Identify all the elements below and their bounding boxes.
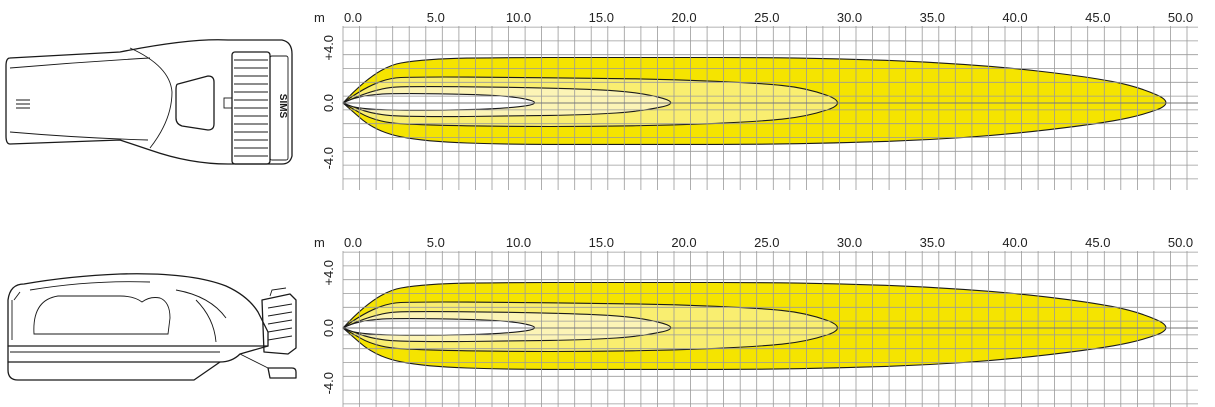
x-tick-label: 15.0 [589, 10, 614, 25]
x-tick-label: 50.0 [1168, 10, 1193, 25]
unit-label: m [314, 235, 325, 250]
y-tick-labels: +4.0 0.0 -4.0 [321, 35, 336, 169]
x-tick-label: 30.0 [837, 235, 862, 250]
x-tick-label: 20.0 [671, 235, 696, 250]
x-tick-label: 40.0 [1002, 235, 1027, 250]
isolux-zones [342, 281, 1167, 370]
isolux-zones [342, 56, 1167, 145]
unit-label: m [314, 10, 325, 25]
x-tick-label: 5.0 [427, 10, 445, 25]
x-tick-label: 25.0 [754, 10, 779, 25]
y-tick-label: -4.0 [321, 372, 336, 394]
y-tick-label: 0.0 [321, 94, 336, 112]
x-tick-label: 20.0 [671, 10, 696, 25]
y-tick-label: -4.0 [321, 147, 336, 169]
x-tick-label: 5.0 [427, 235, 445, 250]
y-tick-label: +4.0 [321, 260, 336, 286]
y-tick-label: +4.0 [321, 35, 336, 61]
lamp-top-view-drawing: SIMS [5, 39, 293, 165]
x-tick-labels: 0.0 5.0 10.0 15.0 20.0 25.0 30.0 35.0 40.0 45.0 50… [344, 235, 1193, 250]
x-tick-label: 45.0 [1085, 235, 1110, 250]
isolux-diagram-top-view: SIMS m 0.0 5.0 10.0 15.0 20.0 25.0 30.0 35.0 40.… [5, 10, 1198, 190]
x-tick-label: 35.0 [920, 10, 945, 25]
logo-text: SIMS [277, 94, 288, 119]
x-tick-label: 0.0 [344, 10, 362, 25]
x-tick-label: 35.0 [920, 235, 945, 250]
x-tick-label: 50.0 [1168, 235, 1193, 250]
x-tick-label: 30.0 [837, 10, 862, 25]
x-tick-label: 0.0 [344, 235, 362, 250]
isolux-diagram-side-view: m 0.0 5.0 10.0 15.0 20.0 25.0 30.0 35.0 40.0 45.0… [7, 235, 1198, 407]
x-tick-labels: 0.0 5.0 10.0 15.0 20.0 25.0 30.0 35.0 40.0 45.0 50… [344, 10, 1193, 25]
x-tick-label: 40.0 [1002, 10, 1027, 25]
grid [342, 26, 1198, 190]
grid [342, 251, 1198, 407]
x-tick-label: 15.0 [589, 235, 614, 250]
x-tick-label: 45.0 [1085, 10, 1110, 25]
y-tick-labels: +4.0 0.0 -4.0 [321, 260, 336, 394]
y-tick-label: 0.0 [321, 319, 336, 337]
x-tick-label: 10.0 [506, 235, 531, 250]
lamp-side-view-drawing [7, 273, 297, 381]
x-tick-label: 25.0 [754, 235, 779, 250]
x-tick-label: 10.0 [506, 10, 531, 25]
